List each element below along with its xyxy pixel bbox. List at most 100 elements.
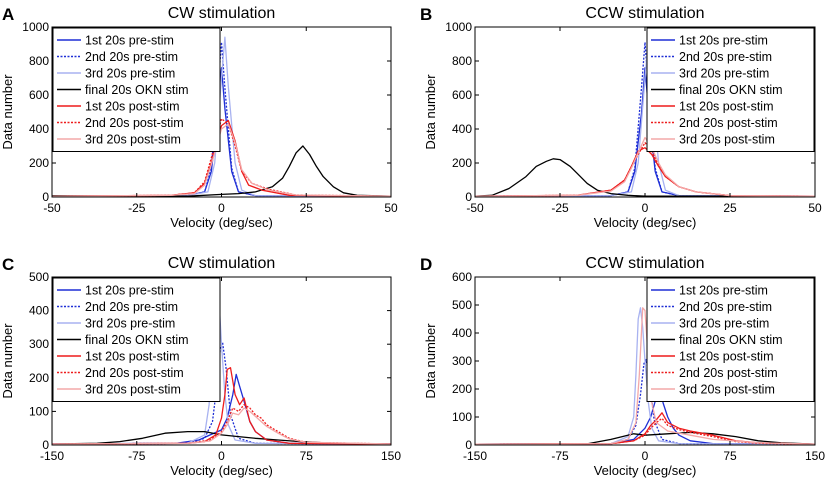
x-tick-label: 150	[805, 449, 825, 463]
y-tick-label: 100	[29, 404, 49, 418]
legend-label: 1st 20s post-stim	[679, 350, 773, 364]
legend-label: 2nd 20s pre-stim	[85, 50, 178, 64]
series-line	[52, 367, 391, 445]
legend-label: 2nd 20s post-stim	[85, 366, 184, 380]
chart-title: CW stimulation	[168, 5, 276, 22]
panel-B: B CCW stimulation -50 -25 0 25 50 0 200 400 600 800…	[420, 5, 822, 230]
x-tick-label: 75	[300, 449, 314, 463]
y-tick-label: 200	[29, 371, 49, 385]
panel-C: C CW stimulation -150 -75 0 75 150 0 100 200 300 40…	[0, 255, 401, 478]
legend-label: final 20s OKN stim	[679, 83, 783, 97]
y-tick-label: 400	[29, 304, 49, 318]
legend-label: 3rd 20s post-stim	[679, 383, 775, 397]
chart-title: CCW stimulation	[585, 255, 704, 272]
series-line	[475, 147, 815, 197]
y-tick-label: 400	[29, 122, 49, 136]
y-tick-label: 600	[29, 88, 49, 102]
legend-label: 3rd 20s post-stim	[85, 133, 181, 147]
legend-label: 3rd 20s post-stim	[85, 383, 181, 397]
x-tick-label: -50	[466, 201, 484, 215]
chart-title: CCW stimulation	[585, 5, 704, 22]
legend-label: 1st 20s post-stim	[85, 350, 179, 364]
x-axis-label: Velocity (deg/sec)	[594, 215, 697, 230]
y-tick-label: 0	[465, 190, 472, 204]
legend-label: 1st 20s pre-stim	[679, 284, 768, 298]
series-line	[475, 417, 815, 445]
y-tick-label: 1000	[445, 20, 472, 34]
series-line	[475, 431, 815, 445]
x-axis-label: Velocity (deg/sec)	[170, 463, 273, 478]
series-line	[52, 430, 391, 445]
legend-label: 2nd 20s pre-stim	[679, 300, 772, 314]
x-tick-label: 0	[642, 449, 649, 463]
legend-label: final 20s OKN stim	[679, 333, 783, 347]
x-tick-label: 0	[642, 201, 649, 215]
x-tick-label: 0	[218, 201, 225, 215]
y-axis-label: Data number	[423, 74, 438, 150]
legend-label: 1st 20s post-stim	[85, 100, 179, 114]
x-tick-label: -150	[40, 449, 64, 463]
series-line	[52, 404, 391, 445]
x-tick-label: 50	[808, 201, 822, 215]
series-line	[52, 36, 391, 197]
y-tick-label: 1000	[22, 20, 49, 34]
y-tick-label: 800	[29, 54, 49, 68]
x-tick-label: -50	[43, 201, 61, 215]
y-tick-label: 300	[29, 337, 49, 351]
x-tick-label: -75	[128, 449, 146, 463]
series-line	[52, 145, 391, 197]
legend-label: 3rd 20s pre-stim	[679, 317, 769, 331]
panel-letter: C	[2, 255, 14, 274]
y-tick-label: 0	[465, 438, 472, 452]
y-tick-label: 500	[452, 298, 472, 312]
x-tick-label: 150	[381, 449, 401, 463]
legend-label: 3rd 20s pre-stim	[679, 67, 769, 81]
legend: 1st 20s pre-stim 2nd 20s pre-stim 3rd 20s …	[52, 27, 221, 152]
panel-letter: B	[420, 5, 432, 24]
x-axis-label: Velocity (deg/sec)	[170, 215, 273, 230]
y-tick-label: 300	[452, 354, 472, 368]
legend: 1st 20s pre-stim 2nd 20s pre-stim 3rd 20s …	[646, 277, 815, 402]
legend-label: 1st 20s pre-stim	[85, 284, 174, 298]
y-tick-label: 0	[42, 438, 49, 452]
y-tick-label: 200	[452, 156, 472, 170]
legend-label: 3rd 20s pre-stim	[85, 67, 175, 81]
legend-label: 1st 20s pre-stim	[679, 34, 768, 48]
y-tick-label: 0	[42, 190, 49, 204]
x-tick-label: 75	[723, 449, 737, 463]
x-tick-label: 0	[218, 449, 225, 463]
legend-label: 3rd 20s pre-stim	[85, 317, 175, 331]
x-axis-label: Velocity (deg/sec)	[594, 463, 697, 478]
series-line	[52, 123, 391, 197]
y-tick-label: 600	[452, 270, 472, 284]
legend-label: final 20s OKN stim	[85, 83, 189, 97]
legend-label: final 20s OKN stim	[85, 333, 189, 347]
series-line	[52, 407, 391, 445]
x-tick-label: 25	[300, 201, 314, 215]
x-tick-label: 25	[723, 201, 737, 215]
y-axis-label: Data number	[0, 74, 15, 150]
y-tick-label: 200	[452, 382, 472, 396]
series-line	[475, 158, 815, 197]
legend-label: 1st 20s post-stim	[679, 100, 773, 114]
legend-label: 2nd 20s post-stim	[679, 366, 778, 380]
legend: 1st 20s pre-stim 2nd 20s pre-stim 3rd 20s …	[52, 277, 221, 402]
x-tick-label: -25	[551, 201, 569, 215]
panel-A: A CW stimulation-50 -25 0 25 5002004006008001…	[0, 5, 398, 230]
x-tick-label: -150	[463, 449, 487, 463]
y-tick-label: 800	[452, 54, 472, 68]
y-axis-label: Data number	[423, 323, 438, 399]
legend-label: 3rd 20s post-stim	[679, 133, 775, 147]
y-tick-label: 400	[452, 122, 472, 136]
chart-title: CW stimulation	[168, 255, 276, 272]
panel-letter: D	[420, 255, 432, 274]
panel-letter: A	[2, 5, 14, 24]
panel-D: D CCW stimulation -150 -75 0 75 150 0 100 200 300 4…	[420, 255, 825, 478]
y-tick-label: 200	[29, 156, 49, 170]
series-group	[475, 307, 815, 445]
y-tick-label: 600	[452, 88, 472, 102]
x-tick-label: 50	[384, 201, 398, 215]
legend-label: 2nd 20s post-stim	[85, 116, 184, 130]
x-tick-label: -25	[128, 201, 146, 215]
